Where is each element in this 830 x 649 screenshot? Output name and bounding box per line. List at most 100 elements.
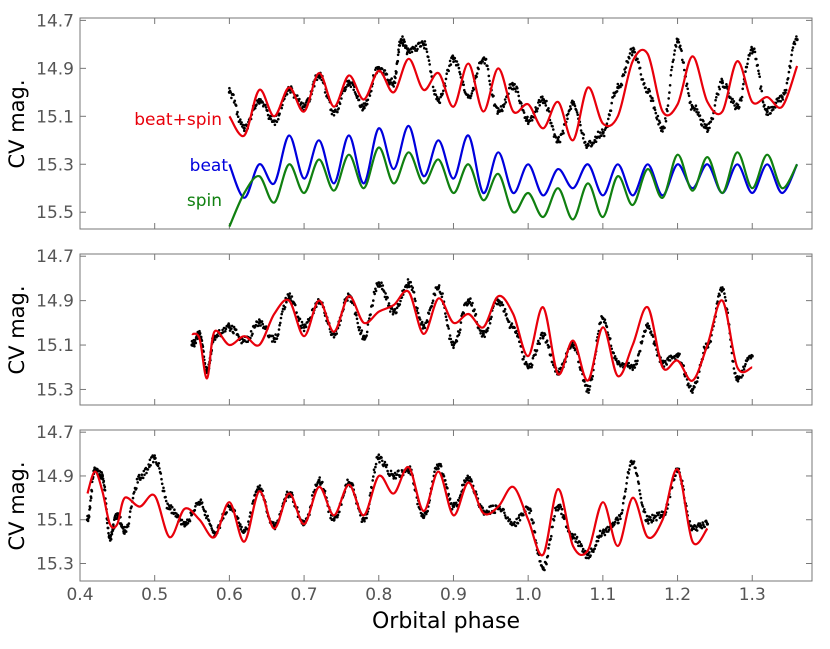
- observed-point: [609, 337, 612, 340]
- observed-point: [705, 123, 708, 127]
- observed-point: [199, 335, 203, 339]
- observed-point: [133, 490, 136, 494]
- observed-point: [693, 385, 696, 389]
- observed-point: [750, 354, 754, 358]
- panel-top-ylabel: CV mag.: [5, 79, 29, 168]
- observed-point: [422, 323, 426, 327]
- panel-top-frame: [79, 17, 813, 230]
- panel-bottom-y-tick-label: 14.7: [36, 423, 74, 443]
- observed-point: [620, 511, 624, 515]
- observed-point: [765, 109, 769, 114]
- panel-middle-beat-spin-line: [191, 289, 753, 382]
- observed-point: [518, 518, 522, 522]
- observed-point: [257, 487, 261, 491]
- observed-point: [336, 110, 339, 114]
- observed-point: [486, 326, 490, 330]
- observed-point: [398, 303, 402, 306]
- observed-point: [617, 521, 620, 525]
- observed-point: [395, 70, 398, 74]
- observed-point: [403, 40, 406, 43]
- observed-point: [371, 304, 375, 307]
- observed-point: [638, 349, 642, 353]
- observed-point: [723, 292, 726, 295]
- observed-point: [290, 295, 294, 298]
- observed-point: [365, 102, 369, 106]
- observed-point: [296, 315, 300, 319]
- observed-point: [349, 85, 353, 89]
- observed-point: [188, 519, 192, 523]
- observed-point: [772, 108, 775, 111]
- observed-point: [632, 363, 636, 367]
- observed-point: [239, 523, 242, 526]
- observed-point: [640, 501, 643, 504]
- observed-point: [604, 321, 607, 325]
- observed-point: [277, 117, 280, 121]
- observed-point: [628, 366, 632, 370]
- observed-point: [357, 328, 361, 332]
- observed-point: [115, 513, 119, 517]
- observed-point: [649, 516, 652, 519]
- observed-point: [413, 47, 417, 50]
- observed-point: [393, 307, 397, 311]
- observed-point: [623, 495, 626, 498]
- observed-point: [664, 119, 668, 123]
- observed-point: [522, 357, 525, 361]
- observed-point: [562, 131, 565, 135]
- observed-point: [500, 301, 504, 304]
- observed-point: [731, 97, 734, 101]
- observed-point: [757, 69, 760, 73]
- observed-point: [344, 85, 348, 89]
- observed-point: [777, 96, 780, 100]
- observed-point: [346, 478, 349, 482]
- observed-point: [135, 477, 139, 481]
- observed-point: [550, 121, 553, 125]
- observed-point: [395, 473, 399, 476]
- observed-point: [575, 109, 578, 112]
- observed-point: [644, 329, 647, 333]
- observed-point: [655, 118, 659, 121]
- observed-point: [695, 380, 699, 383]
- observed-point: [619, 517, 622, 521]
- observed-point: [694, 104, 698, 107]
- observed-point: [560, 507, 564, 511]
- observed-point: [299, 324, 303, 328]
- observed-point: [157, 462, 161, 465]
- observed-point: [344, 88, 347, 91]
- observed-point: [583, 140, 587, 144]
- observed-point: [502, 508, 506, 511]
- observed-point: [497, 107, 500, 110]
- observed-point: [635, 362, 639, 366]
- observed-point: [298, 317, 302, 321]
- observed-point: [683, 68, 686, 72]
- observed-point: [394, 477, 398, 480]
- observed-point: [624, 66, 628, 69]
- observed-point: [283, 306, 287, 309]
- observed-point: [537, 101, 540, 104]
- observed-point: [689, 524, 693, 527]
- observed-point: [601, 131, 605, 135]
- observed-point: [318, 476, 322, 479]
- observed-point: [585, 556, 588, 560]
- observed-point: [406, 278, 410, 281]
- observed-point: [392, 474, 396, 478]
- observed-point: [418, 318, 422, 321]
- observed-point: [640, 340, 644, 343]
- observed-point: [386, 469, 389, 473]
- observed-point: [666, 109, 669, 113]
- observed-point: [515, 329, 518, 333]
- observed-point: [108, 535, 112, 539]
- observed-point: [423, 40, 427, 43]
- observed-point: [389, 310, 392, 313]
- observed-point: [162, 489, 166, 493]
- observed-point: [332, 114, 336, 117]
- observed-point: [586, 384, 590, 388]
- observed-point: [269, 117, 273, 121]
- observed-point: [646, 325, 650, 329]
- observed-point: [362, 105, 366, 109]
- observed-point: [532, 521, 535, 524]
- observed-point: [579, 123, 582, 127]
- observed-point: [169, 504, 173, 507]
- observed-point: [758, 75, 761, 78]
- observed-point: [200, 501, 204, 504]
- observed-point: [436, 285, 441, 289]
